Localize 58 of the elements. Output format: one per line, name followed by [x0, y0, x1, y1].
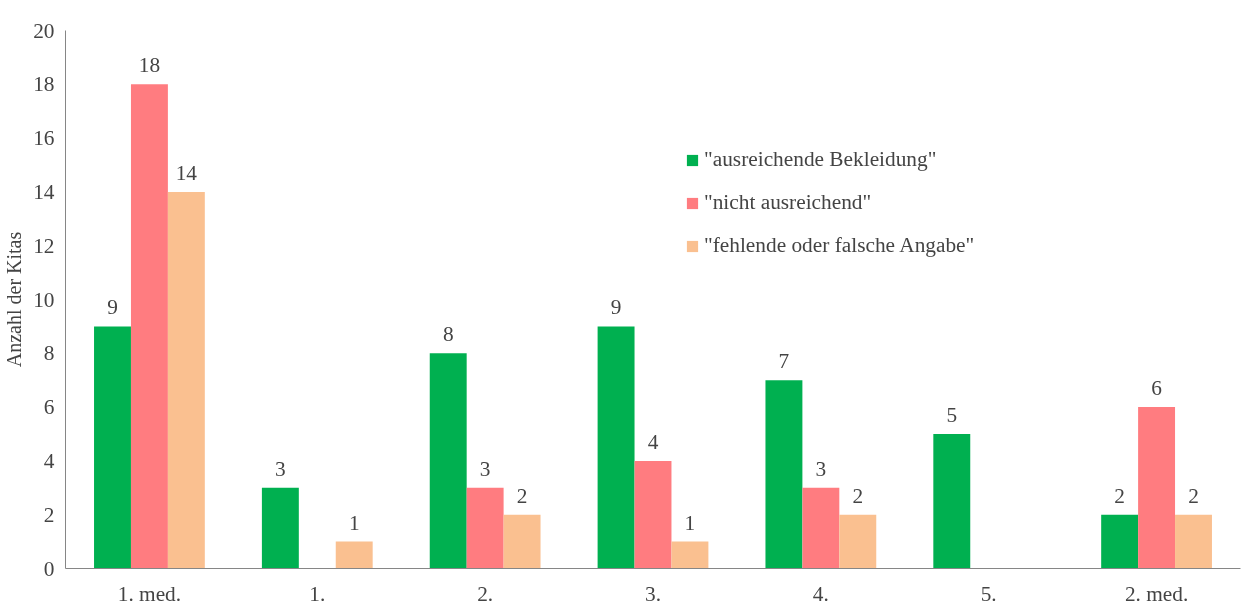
legend-label: "nicht ausreichend"	[704, 190, 872, 215]
data-label: 3	[815, 456, 827, 481]
bar	[933, 434, 971, 569]
x-tick-label: 1. med.	[117, 581, 182, 606]
data-label: 2	[1188, 483, 1199, 508]
data-label: 5	[946, 403, 958, 427]
data-label: 2	[1114, 483, 1125, 508]
data-label: 4	[647, 429, 659, 454]
bar	[1101, 514, 1139, 569]
bar	[671, 541, 709, 569]
data-label: 9	[107, 295, 118, 320]
bar	[261, 487, 299, 569]
bar	[1175, 514, 1212, 569]
y-tick-label: 10	[33, 287, 55, 312]
bar	[839, 514, 877, 569]
y-tick-label: 0	[43, 556, 55, 581]
data-label: 18	[138, 53, 161, 78]
x-tick-label: 2.	[477, 581, 494, 606]
data-label: 9	[610, 295, 622, 320]
legend-label: "fehlende oder falsche Angabe"	[704, 233, 975, 258]
bar	[765, 380, 803, 569]
bar	[597, 326, 635, 569]
y-tick-label: 8	[43, 341, 55, 366]
data-label: 1	[684, 510, 696, 535]
data-label: 7	[778, 349, 790, 374]
x-tick-label: 4.	[812, 581, 829, 606]
bar	[94, 326, 131, 569]
y-tick-label: 16	[33, 126, 55, 151]
y-tick-label: 4	[43, 448, 55, 473]
bar	[167, 191, 205, 569]
bar	[429, 353, 467, 569]
x-tick-label: 3.	[645, 581, 661, 606]
data-label: 6	[1151, 376, 1163, 401]
y-tick-label: 6	[43, 395, 55, 420]
data-label: 1	[348, 510, 360, 535]
y-tick-label: 20	[33, 18, 55, 43]
y-tick-label: 2	[43, 502, 55, 527]
legend-label: "ausreichende Bekleidung"	[704, 147, 937, 172]
x-tick-label: 5.	[980, 581, 997, 606]
y-tick-label: 18	[33, 72, 55, 97]
bar	[130, 84, 168, 569]
bar	[802, 487, 840, 569]
data-label: 2	[852, 483, 864, 508]
y-tick-label: 12	[33, 233, 55, 258]
data-label: 8	[442, 322, 454, 347]
bar	[335, 541, 373, 569]
bar	[1138, 407, 1176, 569]
bar	[466, 487, 504, 569]
bar	[634, 460, 672, 569]
x-tick-label: 2. med.	[1124, 581, 1189, 606]
x-tick-label: 1.	[309, 581, 326, 606]
data-label: 3	[479, 456, 491, 481]
data-label: 3	[275, 456, 286, 481]
data-label: 2	[516, 483, 528, 508]
y-axis-title: Anzahl der Kitas	[3, 231, 26, 368]
bar	[503, 514, 541, 569]
data-label: 14	[175, 160, 198, 185]
y-tick-label: 14	[33, 179, 55, 204]
